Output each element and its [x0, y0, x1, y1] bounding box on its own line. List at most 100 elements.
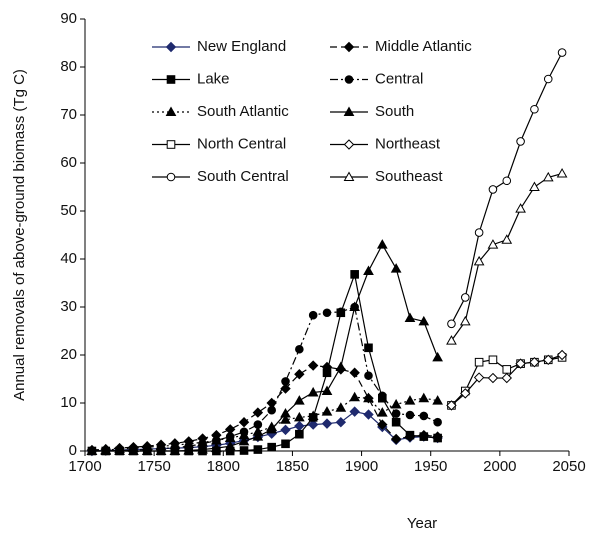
marker [293, 395, 305, 405]
marker [307, 410, 319, 420]
marker [404, 312, 416, 323]
marker [488, 185, 498, 194]
marker [128, 445, 139, 455]
marker [343, 106, 355, 116]
x-tick-label: 1700 [68, 458, 101, 475]
series-line [450, 172, 563, 341]
legend-entry: Lake [152, 70, 230, 87]
marker [364, 371, 373, 380]
marker [515, 358, 526, 369]
marker [405, 410, 415, 420]
marker [473, 372, 485, 383]
y-tick-label: 90 [60, 10, 77, 27]
marker [197, 444, 208, 454]
marker [308, 310, 318, 320]
marker [335, 361, 347, 371]
marker [266, 423, 278, 434]
marker [516, 137, 525, 146]
series [87, 270, 442, 456]
marker [446, 335, 457, 345]
marker [349, 367, 360, 378]
x-tick-label: 1950 [414, 458, 447, 475]
marker [321, 385, 333, 395]
marker [280, 408, 291, 418]
marker [364, 343, 373, 353]
marker [238, 435, 250, 446]
series-line [450, 52, 563, 325]
series [447, 48, 567, 329]
marker [322, 368, 332, 378]
x-tick-label: 2050 [552, 458, 585, 475]
marker [343, 41, 355, 53]
marker [165, 41, 177, 53]
marker [529, 181, 540, 191]
marker [502, 176, 512, 186]
marker [377, 419, 388, 430]
marker [344, 75, 354, 84]
marker [447, 319, 456, 329]
marker [363, 265, 374, 275]
marker [166, 75, 176, 84]
legend-label: Northeast [375, 135, 441, 152]
legend-entry: Middle Atlantic [330, 38, 472, 55]
legend-entry: South [330, 103, 414, 120]
series [86, 391, 443, 455]
marker [501, 234, 513, 244]
marker [419, 432, 429, 441]
marker [307, 419, 319, 430]
marker [474, 228, 484, 237]
marker [363, 392, 374, 403]
y-tick-label: 80 [60, 58, 77, 75]
marker [267, 442, 276, 452]
marker [501, 372, 512, 384]
legend-entry: South Central [152, 168, 289, 185]
marker [166, 172, 176, 182]
marker [487, 372, 499, 384]
marker [378, 391, 387, 401]
marker [391, 417, 401, 427]
y-tick-label: 50 [60, 202, 77, 219]
marker [405, 430, 415, 440]
marker [343, 139, 355, 150]
legend-entry: New England [152, 38, 286, 55]
y-tick-label: 40 [60, 250, 77, 267]
marker [556, 168, 568, 178]
marker [390, 398, 402, 409]
marker [543, 74, 553, 84]
marker [390, 433, 402, 445]
marker [281, 377, 290, 386]
marker [460, 293, 470, 302]
x-tick-label: 1750 [137, 458, 170, 475]
legend-label: New England [197, 38, 286, 55]
marker [239, 446, 249, 455]
marker [267, 405, 276, 415]
marker [474, 357, 484, 367]
marker [169, 445, 181, 455]
marker [488, 355, 498, 365]
series [86, 360, 443, 456]
marker [252, 407, 264, 418]
marker [321, 406, 333, 416]
marker [350, 270, 359, 279]
marker [183, 445, 195, 455]
y-tick-label: 10 [60, 394, 77, 411]
legend-label: North Central [197, 135, 286, 152]
marker [155, 445, 167, 455]
marker [238, 416, 250, 428]
marker [165, 106, 177, 116]
marker [542, 171, 554, 182]
marker [349, 406, 360, 417]
marker [376, 239, 388, 249]
marker [295, 344, 304, 354]
marker [336, 307, 346, 317]
marker [349, 391, 361, 402]
marker [419, 411, 429, 421]
marker [404, 395, 416, 405]
legend-label: South Atlantic [197, 103, 289, 120]
legend-entry: Southeast [330, 168, 443, 185]
y-tick-label: 20 [60, 346, 77, 363]
y-tick-label: 60 [60, 154, 77, 171]
marker [557, 48, 567, 57]
marker [390, 263, 402, 273]
